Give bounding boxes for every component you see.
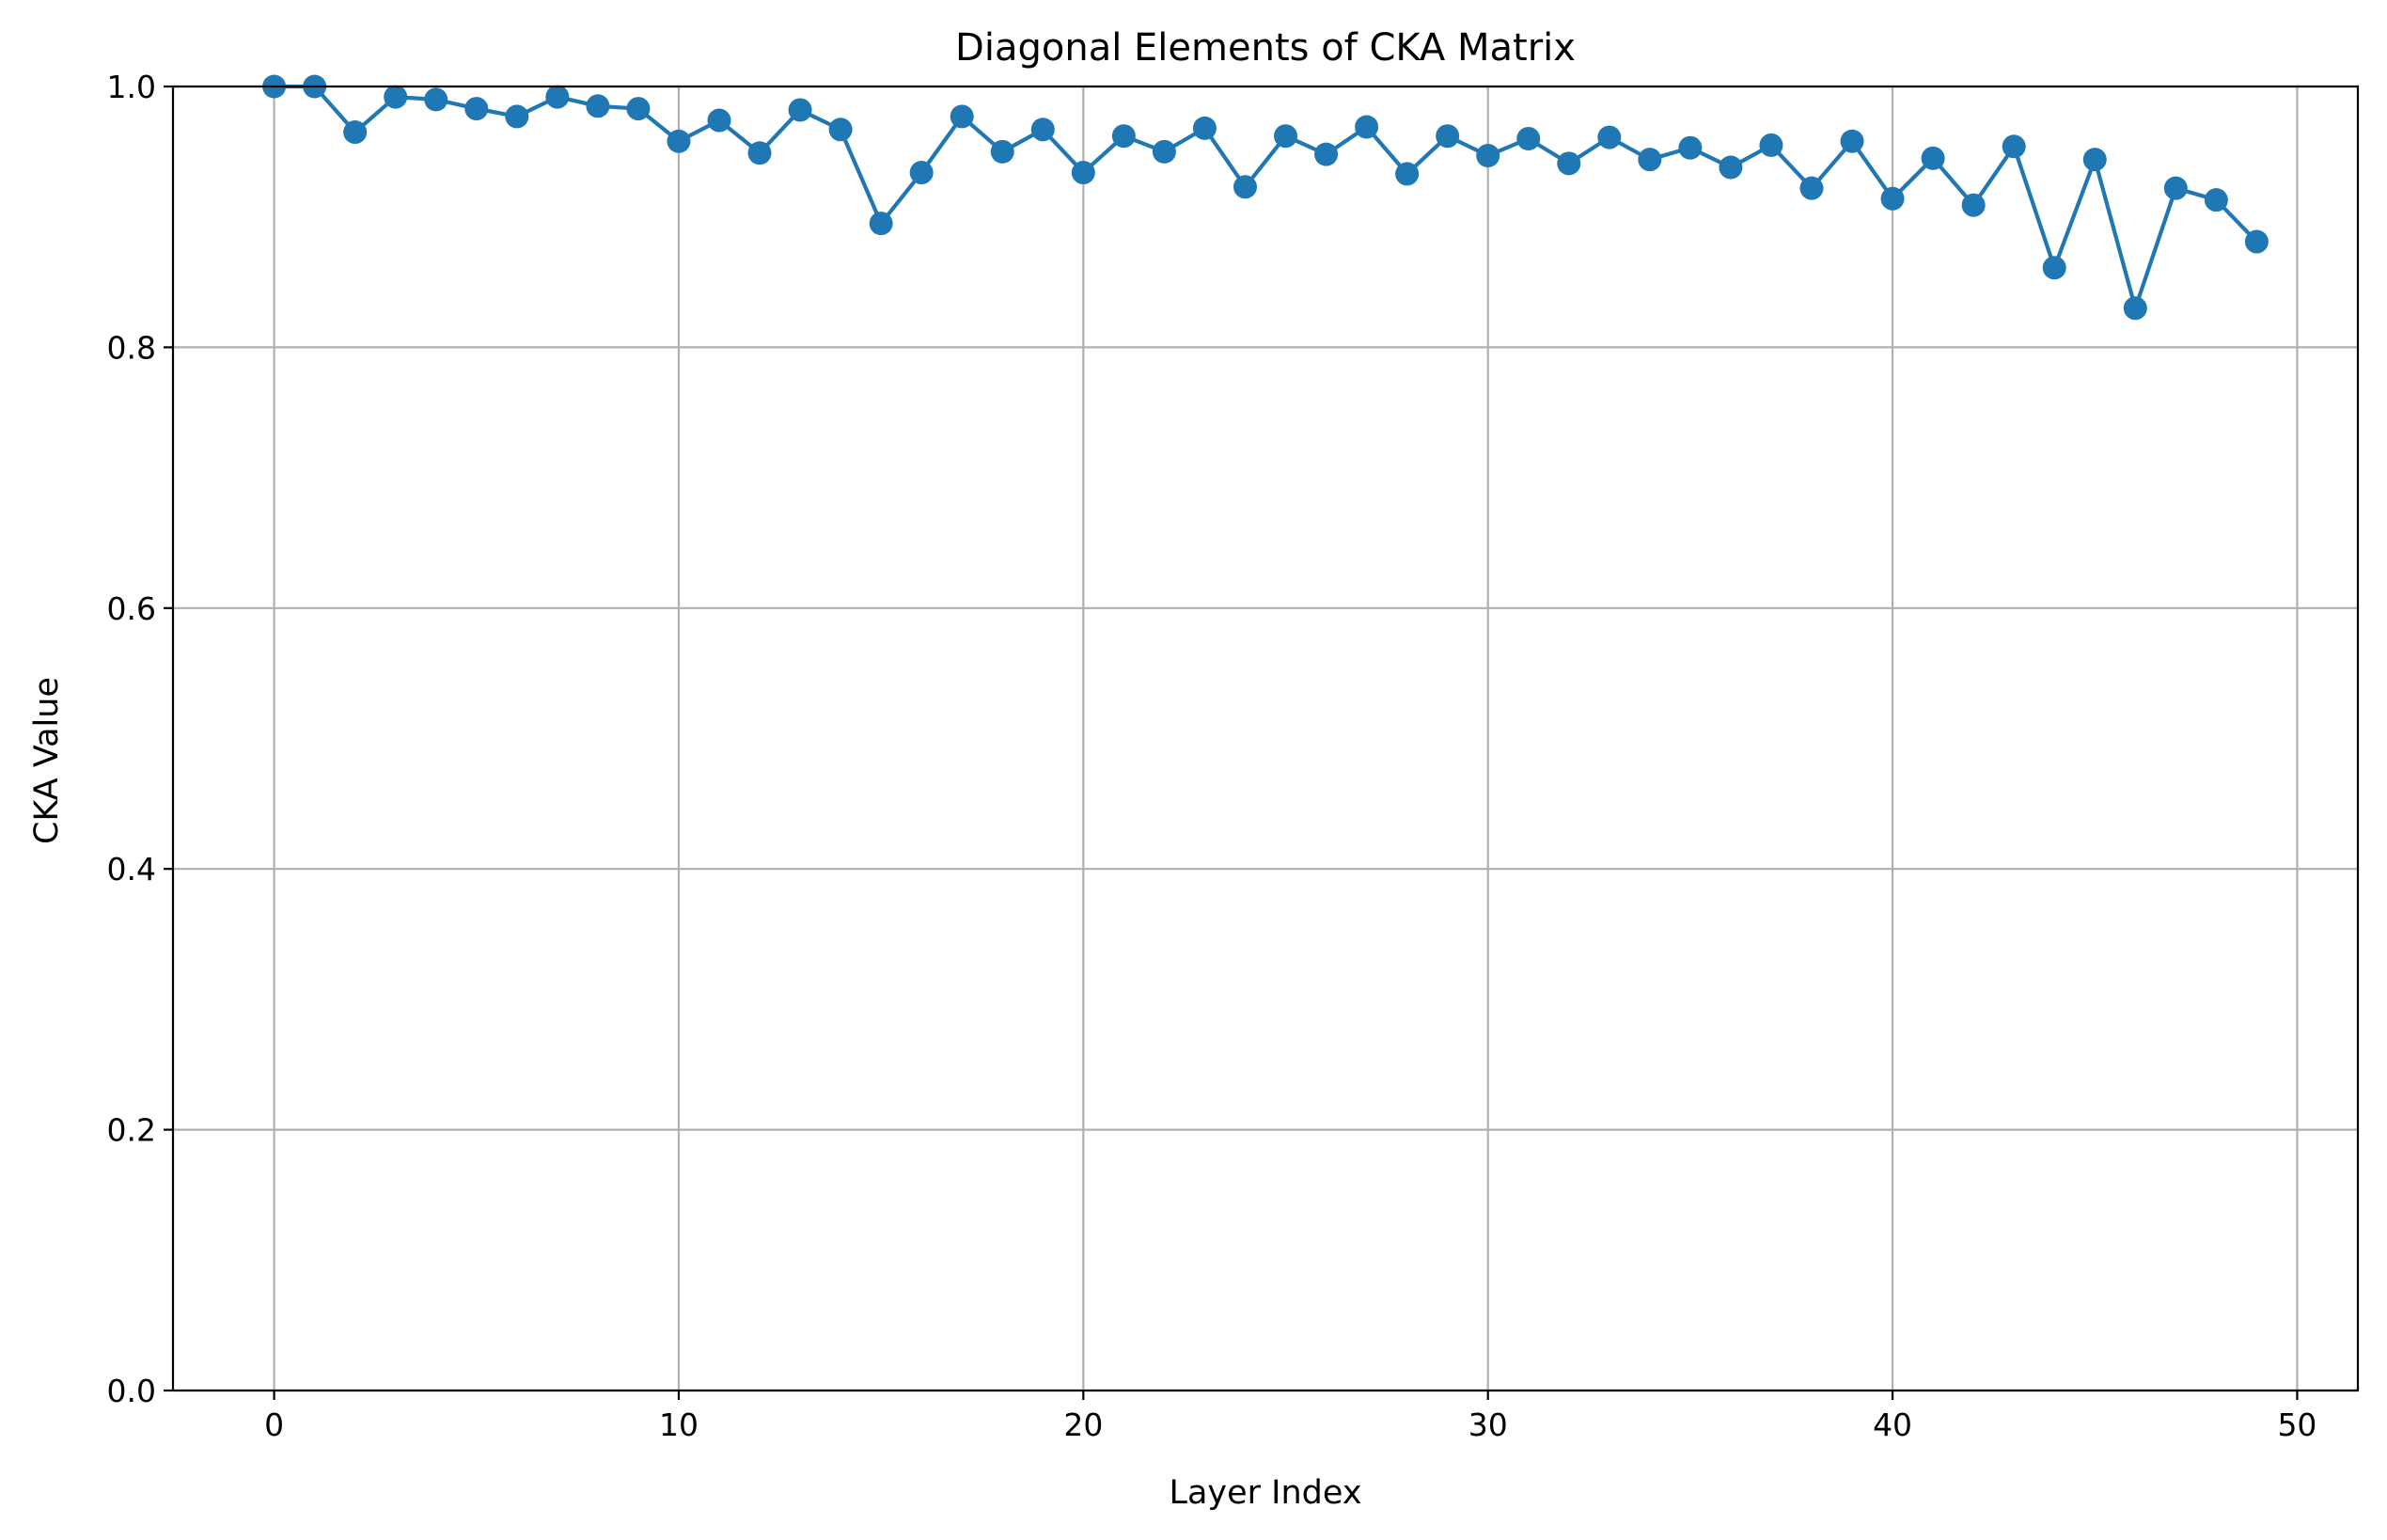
data-point [2042,256,2066,280]
y-axis-ticks: 0.0 0.2 0.4 0.6 0.8 1.0 [107,69,173,1409]
data-point [1840,129,1864,153]
data-point [1719,155,1743,180]
data-point [2204,188,2228,212]
data-point [1071,161,1095,185]
data-point [1516,126,1541,150]
grid-lines [173,85,2358,1392]
data-point [343,120,368,145]
data-point [869,212,893,236]
x-tick-label: 10 [659,1406,699,1443]
data-point [1799,176,1824,200]
data-point [950,104,974,129]
data-point [2002,134,2026,159]
data-point [909,161,934,185]
data-point [1476,144,1500,168]
data-point [505,104,529,129]
data-point [464,97,489,121]
data-point [2123,296,2147,321]
data-point [788,98,812,122]
data-point [1961,193,1986,217]
data-point [384,85,408,109]
data-point [1678,135,1703,160]
x-tick-label: 40 [1873,1406,1912,1443]
data-point [1557,151,1581,176]
y-tick-label: 0.6 [107,590,156,627]
data-point [1880,186,1905,211]
data-point [586,94,610,118]
data-point [667,129,691,153]
data-point [1921,146,1945,170]
data-point [828,118,853,142]
data-point [1030,118,1055,142]
plot-area-frame [171,85,2360,1392]
data-point [2244,229,2269,254]
data-point [626,97,651,121]
data-point [1314,142,1339,166]
data-point [1152,139,1176,164]
y-tick-label: 0.2 [107,1112,156,1149]
x-axis-label: Layer Index [1169,1474,1361,1512]
series-line [274,84,2258,310]
data-point [707,108,731,133]
data-point [1759,133,1783,157]
data-point [2163,176,2188,200]
x-tick-label: 0 [264,1406,284,1443]
chart-title: Diagonal Elements of CKA Matrix [955,26,1576,70]
x-tick-label: 50 [2277,1406,2316,1443]
data-point [747,141,772,165]
x-tick-label: 20 [1063,1406,1103,1443]
series-cka-values [262,74,2269,321]
data-point [545,85,570,109]
data-point [424,87,448,112]
data-point [1436,124,1460,149]
data-point [1233,175,1257,199]
data-point [2082,148,2107,172]
data-point [1355,115,1379,139]
data-point [1274,124,1298,149]
data-point [1638,148,1662,172]
x-axis-ticks: 0 10 20 30 40 50 [264,1391,2316,1443]
y-tick-label: 1.0 [107,69,156,105]
y-tick-label: 0.8 [107,329,156,366]
y-tick-label: 0.0 [107,1373,156,1409]
y-tick-label: 0.4 [107,851,156,888]
data-point [1597,125,1622,149]
data-point [990,139,1014,164]
data-point [1395,162,1420,186]
x-tick-label: 30 [1468,1406,1508,1443]
data-point [1111,124,1136,149]
y-axis-label: CKA Value [28,677,66,844]
data-point [1192,116,1217,140]
